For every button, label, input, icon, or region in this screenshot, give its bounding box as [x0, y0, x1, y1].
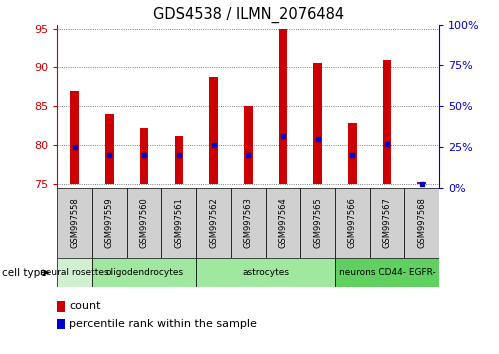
Bar	[57, 188, 92, 258]
Bar	[105, 114, 114, 184]
Bar	[57, 258, 92, 287]
Bar	[92, 258, 196, 287]
Text: GSM997561: GSM997561	[174, 198, 183, 249]
Text: astrocytes: astrocytes	[242, 268, 289, 277]
Bar	[175, 136, 183, 184]
Bar	[335, 258, 439, 287]
Text: GSM997563: GSM997563	[244, 198, 253, 249]
Bar	[278, 29, 287, 184]
Bar	[92, 188, 127, 258]
Text: oligodendrocytes: oligodendrocytes	[105, 268, 183, 277]
Bar	[70, 91, 79, 184]
Bar	[383, 60, 391, 184]
Text: GSM997558: GSM997558	[70, 198, 79, 249]
Bar	[57, 319, 65, 329]
Text: neurons CD44- EGFR-: neurons CD44- EGFR-	[339, 268, 436, 277]
Bar	[140, 128, 149, 184]
Bar	[244, 106, 252, 184]
Bar	[348, 123, 357, 184]
Text: GSM997562: GSM997562	[209, 198, 218, 249]
Bar	[313, 63, 322, 184]
Text: percentile rank within the sample: percentile rank within the sample	[69, 319, 257, 329]
Text: GSM997559: GSM997559	[105, 198, 114, 249]
Bar	[300, 188, 335, 258]
Text: GSM997567: GSM997567	[383, 198, 392, 249]
Text: count: count	[69, 301, 101, 311]
Bar	[196, 258, 335, 287]
Text: GSM997564: GSM997564	[278, 198, 287, 249]
Bar	[404, 188, 439, 258]
Text: GSM997566: GSM997566	[348, 198, 357, 249]
Text: GSM997560: GSM997560	[140, 198, 149, 249]
Bar	[196, 188, 231, 258]
Text: cell type: cell type	[2, 268, 47, 278]
Bar	[335, 188, 370, 258]
Text: GSM997568: GSM997568	[417, 198, 426, 249]
Bar	[162, 188, 196, 258]
Bar	[127, 188, 162, 258]
Text: GSM997565: GSM997565	[313, 198, 322, 249]
Bar	[370, 188, 404, 258]
Title: GDS4538 / ILMN_2076484: GDS4538 / ILMN_2076484	[153, 7, 344, 23]
Text: neural rosettes: neural rosettes	[40, 268, 109, 277]
Bar	[418, 182, 426, 184]
Bar	[57, 301, 65, 312]
Bar	[209, 77, 218, 184]
Bar	[265, 188, 300, 258]
Bar	[231, 188, 265, 258]
